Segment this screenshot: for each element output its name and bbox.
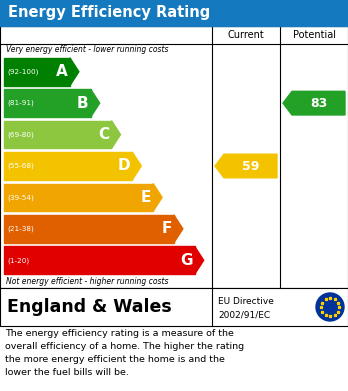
Text: E: E [141, 190, 151, 205]
Text: C: C [98, 127, 110, 142]
Text: (21-38): (21-38) [7, 226, 34, 232]
Text: 2002/91/EC: 2002/91/EC [218, 311, 270, 320]
Text: Not energy efficient - higher running costs: Not energy efficient - higher running co… [6, 278, 168, 287]
Bar [4, 89, 91, 117]
Text: (39-54): (39-54) [7, 194, 34, 201]
Polygon shape [70, 58, 79, 86]
Text: Current: Current [228, 30, 264, 40]
Text: 83: 83 [310, 97, 327, 109]
Bar [0, 26, 348, 288]
Bar [4, 183, 153, 212]
Text: Energy Efficiency Rating: Energy Efficiency Rating [8, 5, 210, 20]
Polygon shape [215, 154, 277, 178]
Text: Potential: Potential [293, 30, 335, 40]
Bar [4, 121, 111, 149]
Polygon shape [111, 121, 120, 149]
Polygon shape [283, 91, 345, 115]
Polygon shape [132, 152, 141, 180]
Bar [4, 152, 132, 180]
Text: A: A [56, 64, 68, 79]
Bar [0, 288, 348, 326]
Text: F: F [161, 221, 172, 236]
Bar [4, 215, 174, 243]
Text: Very energy efficient - lower running costs: Very energy efficient - lower running co… [6, 45, 168, 54]
Polygon shape [174, 215, 183, 243]
Text: G: G [180, 253, 193, 268]
Text: The energy efficiency rating is a measure of the
overall efficiency of a home. T: The energy efficiency rating is a measur… [5, 329, 244, 377]
Bar [4, 246, 195, 274]
Text: EU Directive: EU Directive [218, 297, 274, 306]
Bar [4, 58, 70, 86]
Polygon shape [91, 89, 100, 117]
Text: England & Wales: England & Wales [7, 298, 172, 316]
Text: (69-80): (69-80) [7, 131, 34, 138]
Text: 59: 59 [242, 160, 259, 172]
Polygon shape [195, 246, 204, 274]
Text: B: B [77, 96, 89, 111]
Text: (92-100): (92-100) [7, 68, 38, 75]
Circle shape [316, 293, 344, 321]
Text: D: D [118, 158, 130, 174]
Text: (81-91): (81-91) [7, 100, 34, 106]
Text: (55-68): (55-68) [7, 163, 34, 169]
Polygon shape [153, 183, 162, 212]
Text: (1-20): (1-20) [7, 257, 29, 264]
Bar [0, 0, 348, 26]
